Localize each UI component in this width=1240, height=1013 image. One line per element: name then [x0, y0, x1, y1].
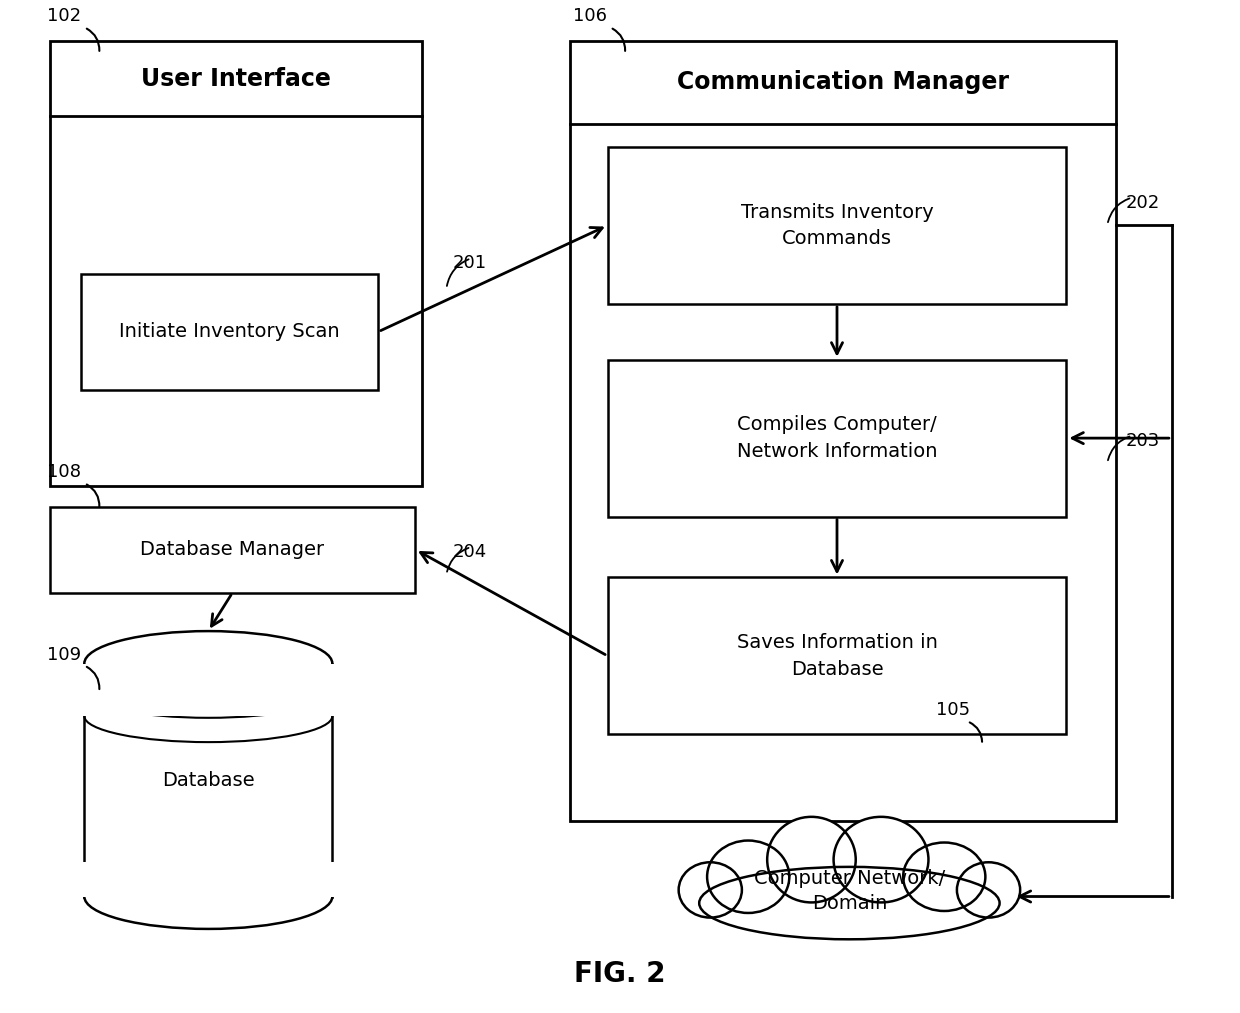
Ellipse shape	[833, 816, 929, 903]
Bar	[84, 664, 332, 897]
Bar	[50, 41, 422, 486]
Text: 105: 105	[936, 701, 971, 719]
Ellipse shape	[699, 867, 999, 939]
Ellipse shape	[678, 862, 742, 918]
Text: 203: 203	[1126, 432, 1161, 450]
Bar	[82, 862, 335, 897]
Text: Saves Information in
Database: Saves Information in Database	[737, 633, 937, 679]
Text: Initiate Inventory Scan: Initiate Inventory Scan	[119, 322, 340, 341]
Text: FIG. 2: FIG. 2	[574, 959, 666, 988]
Text: 109: 109	[47, 645, 82, 664]
Bar	[608, 360, 1066, 517]
Text: Computer Network/
Domain: Computer Network/ Domain	[754, 869, 945, 914]
Text: Communication Manager: Communication Manager	[677, 70, 1009, 94]
Bar	[50, 506, 415, 593]
Ellipse shape	[903, 843, 986, 911]
Text: 108: 108	[47, 463, 81, 481]
Ellipse shape	[84, 864, 332, 929]
Text: 202: 202	[1126, 193, 1161, 212]
Bar	[608, 147, 1066, 304]
Ellipse shape	[707, 841, 790, 913]
Text: Database Manager: Database Manager	[140, 540, 325, 559]
Text: 106: 106	[573, 7, 606, 25]
Text: 102: 102	[47, 7, 82, 25]
Text: Database: Database	[162, 771, 254, 789]
Bar	[82, 664, 335, 692]
Bar	[608, 577, 1066, 734]
Text: User Interface: User Interface	[140, 67, 331, 90]
Bar	[570, 41, 1116, 821]
Ellipse shape	[957, 862, 1021, 918]
Text: Compiles Computer/
Network Information: Compiles Computer/ Network Information	[737, 415, 937, 461]
Text: 201: 201	[453, 254, 487, 272]
Text: 204: 204	[453, 543, 487, 561]
Text: Transmits Inventory
Commands: Transmits Inventory Commands	[740, 203, 934, 248]
Bar	[81, 274, 378, 390]
Ellipse shape	[768, 816, 856, 903]
Bar	[82, 688, 335, 716]
Ellipse shape	[84, 631, 332, 696]
